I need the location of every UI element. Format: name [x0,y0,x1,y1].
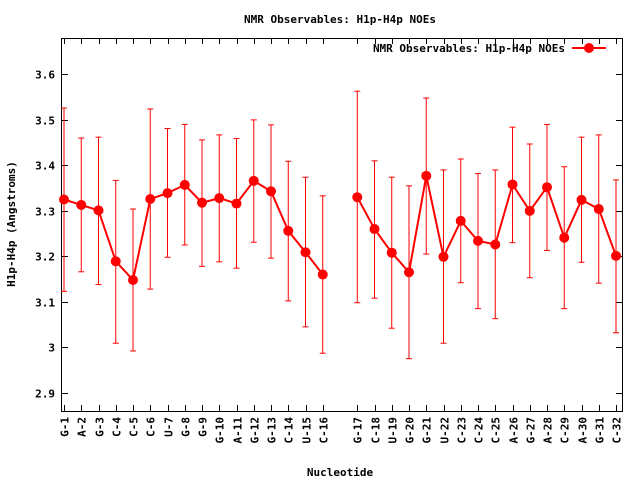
legend: NMR Observables: H1p-H4p NOEs [373,42,606,55]
x-tick-label: C-6 [145,417,158,437]
x-tick-label: U-7 [163,417,176,437]
x-tick-label: C-18 [370,417,383,444]
data-point [386,247,397,258]
chart-title: NMR Observables: H1p-H4p NOEs [244,13,436,26]
data-point [179,179,190,190]
x-tick-label: C-29 [559,417,572,444]
x-tick-label: A-26 [508,417,521,444]
x-tick-label: G-9 [197,417,210,437]
data-point [524,205,535,216]
x-tick-label: U-19 [387,417,400,444]
data-point [266,186,276,197]
data-point [352,192,363,203]
series-line-segment [356,175,617,275]
data-point [438,251,449,262]
data-point [128,274,138,285]
y-tick-label: 3.6 [35,69,55,82]
x-tick-label: G-27 [525,417,538,444]
y-tick-label: 3.1 [35,297,55,310]
x-tick-label: A-11 [232,417,245,444]
x-tick-label: G-21 [421,417,434,444]
data-point [421,170,432,181]
data-point [559,232,570,243]
data-point [231,198,242,209]
data-point [110,256,121,267]
data-point [404,267,414,278]
x-axis-label: Nucleotide [307,466,374,479]
x-tick-label: C-14 [283,417,296,444]
series-points [59,170,621,285]
data-point [300,247,311,258]
x-tick-label: A-2 [76,417,89,437]
x-tick-label: C-25 [490,417,503,444]
data-point [455,215,466,226]
x-tick-label: A-28 [542,417,555,444]
y-tick-label: 3.4 [35,160,55,173]
y-axis: 2.9 3 3.1 3.2 3.3 3.4 3.5 3.6 [35,69,622,401]
y-tick-label: 2.9 [35,388,55,401]
data-point [369,224,380,235]
series-line-segment [63,179,324,283]
x-tick-label: G-17 [352,417,365,444]
data-point [593,204,604,215]
x-tick-label: G-20 [404,417,417,444]
y-tick-label: 3.3 [35,206,55,219]
data-point [214,193,225,204]
x-axis: G-1 A-2 G-3 C-4 C-5 C-6 U-7 G-8 G-9 G-10 A-11 G-12 G… [59,38,624,444]
x-tick-label: G-10 [214,417,227,444]
data-point [76,199,87,210]
data-point [59,194,69,205]
x-tick-label: G-31 [594,417,607,444]
y-tick-label: 3.5 [35,115,55,128]
x-tick-label: A-30 [577,417,590,444]
data-point [197,197,207,208]
data-point [490,239,501,250]
x-tick-label: C-5 [128,417,141,437]
x-tick-label: C-32 [611,417,624,444]
x-tick-label: U-22 [439,417,452,444]
plot-frame [61,38,623,412]
y-axis-label: H1p-H4p (Angstroms) [5,161,18,287]
data-point [507,179,518,190]
x-tick-label: G-8 [180,417,193,437]
series-line [63,175,617,283]
data-point [145,194,156,205]
y-tick-label: 3 [48,342,55,355]
data-point [317,269,328,280]
legend-label: NMR Observables: H1p-H4p NOEs [373,42,565,55]
data-point [248,175,259,186]
data-point [611,250,621,261]
data-point [473,235,483,246]
legend-marker [584,43,594,53]
x-tick-label: C-24 [473,417,486,444]
x-tick-label: G-3 [94,417,107,437]
data-point [283,225,294,236]
data-point [93,205,104,216]
x-tick-label: C-4 [111,417,124,437]
x-tick-label: C-23 [456,417,469,444]
x-tick-label: G-13 [266,417,279,444]
data-point [542,182,552,193]
x-tick-label: G-12 [249,417,262,444]
x-tick-label: U-15 [301,417,314,444]
x-tick-label: G-1 [59,417,72,437]
x-tick-label: C-16 [318,417,331,444]
y-tick-label: 3.2 [35,251,55,264]
data-point [576,194,587,205]
data-point [162,188,173,199]
